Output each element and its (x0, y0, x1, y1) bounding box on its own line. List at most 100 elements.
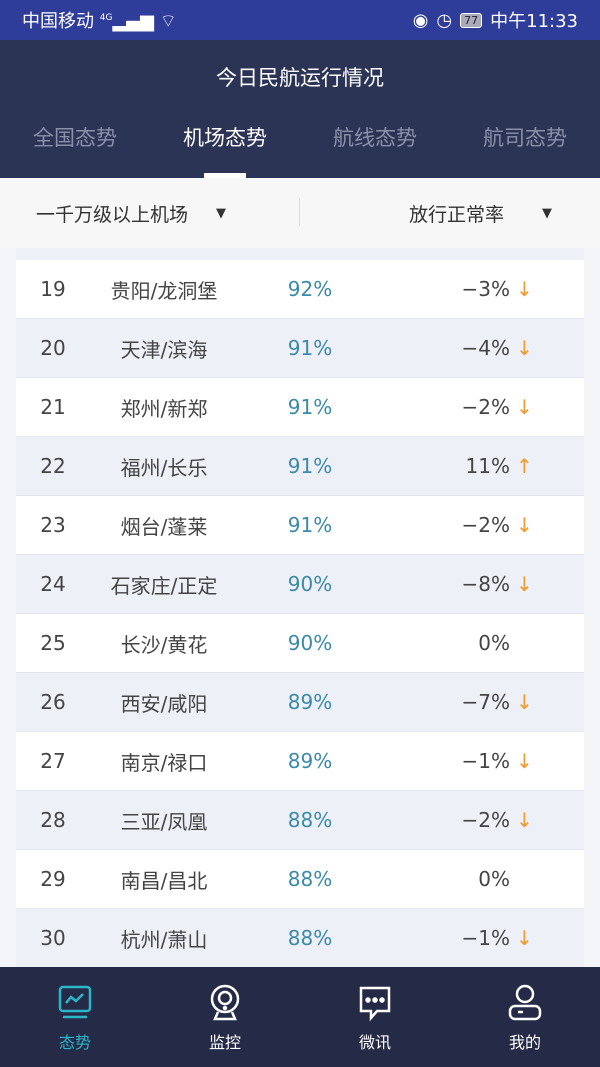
arrow-down-icon: ↓ (516, 572, 533, 596)
airport-name: 福州/长乐 (120, 455, 208, 480)
status-bar: 中国移动 4G▂▄▆ ⌔ ◉ ◷ 77 中午11:33 (0, 0, 600, 40)
arrow-up-icon: ↑ (516, 454, 533, 478)
rank: 22 (40, 454, 66, 478)
on-time-rate: 88% (287, 926, 333, 950)
rank: 23 (40, 513, 66, 537)
table-row[interactable]: 30 杭州/萧山 88% −1% ↓ (16, 909, 584, 967)
tab-airline[interactable]: 航司态势 (483, 126, 567, 150)
nav-monitor[interactable]: 监控 (150, 967, 300, 1067)
airport-name: 烟台/蓬莱 (120, 514, 208, 539)
alarm-icon: ◷ (436, 9, 453, 31)
airport-name: 长沙/黄花 (120, 632, 208, 657)
change-value: 0% (478, 867, 510, 891)
rank: 24 (40, 572, 66, 596)
divider (299, 198, 300, 226)
rank: 30 (40, 926, 66, 950)
signal-icon: ▂▄▆ (112, 11, 154, 32)
airport-name: 天津/滨海 (120, 337, 208, 362)
tab-route[interactable]: 航线态势 (333, 126, 417, 150)
table-row[interactable]: 28 三亚/凤凰 88% −2% ↓ (16, 791, 584, 850)
arrow-down-icon: ↓ (516, 513, 533, 537)
change-value: −1% (461, 749, 511, 773)
airport-name: 南昌/昌北 (120, 868, 208, 893)
table-row[interactable]: 26 西安/咸阳 89% −7% ↓ (16, 673, 584, 732)
on-time-rate: 89% (287, 749, 333, 773)
arrow-down-icon: ↓ (516, 926, 533, 950)
table-row[interactable]: 22 福州/长乐 91% 11% ↑ (16, 437, 584, 496)
battery-icon: 77 (460, 12, 483, 28)
chart-monitor-icon (58, 985, 92, 1019)
metric-label: 放行正常率 (408, 203, 504, 226)
tab-bar: 全国态势 机场态势 航线态势 航司态势 (0, 122, 600, 178)
page-title: 今日民航运行情况 (216, 66, 384, 90)
tab-airport[interactable]: 机场态势 (150, 122, 300, 178)
table-row[interactable]: 19 贵阳/龙洞堡 92% −3% ↓ (16, 260, 584, 319)
nav-situation[interactable]: 态势 (0, 967, 150, 1067)
bottom-nav: 态势 监控 微讯 我的 (0, 967, 600, 1067)
on-time-rate: 88% (287, 867, 333, 891)
category-dropdown[interactable]: 一千万级以上机场 ▼ (0, 200, 294, 227)
change-value: −2% (461, 513, 511, 537)
rank: 25 (40, 631, 66, 655)
carrier: 中国移动 (22, 11, 94, 32)
partial-row (16, 248, 584, 260)
rank: 21 (40, 395, 66, 419)
rank: 28 (40, 808, 66, 832)
table-row[interactable]: 25 长沙/黄花 90% 0% (16, 614, 584, 673)
arrow-down-icon: ↓ (516, 277, 533, 301)
nav-messages[interactable]: 微讯 (300, 967, 450, 1067)
on-time-rate: 92% (287, 277, 333, 301)
tab-national[interactable]: 全国态势 (33, 126, 117, 150)
on-time-rate: 88% (287, 808, 333, 832)
nav-profile[interactable]: 我的 (450, 967, 600, 1067)
chat-icon (359, 986, 391, 1022)
table-row[interactable]: 27 南京/禄口 89% −1% ↓ (16, 732, 584, 791)
airport-ranking-list[interactable]: 19 贵阳/龙洞堡 92% −3% ↓ 20 天津/滨海 91% −4% ↓ 21 … (16, 248, 584, 967)
on-time-rate: 90% (287, 631, 333, 655)
arrow-down-icon: ↓ (516, 336, 533, 360)
table-row[interactable]: 21 郑州/新郑 91% −2% ↓ (16, 378, 584, 437)
eye-icon: ◉ (412, 9, 429, 31)
airport-name: 石家庄/正定 (110, 573, 218, 598)
arrow-down-icon: ↓ (516, 808, 533, 832)
change-value: 0% (478, 631, 510, 655)
on-time-rate: 89% (287, 690, 333, 714)
table-row[interactable]: 20 天津/滨海 91% −4% ↓ (16, 319, 584, 378)
airport-name: 贵阳/龙洞堡 (110, 278, 218, 303)
caret-down-icon: ▼ (216, 205, 227, 221)
header: 今日民航运行情况 全国态势 机场态势 航线态势 航司态势 (0, 40, 600, 178)
change-value: −3% (461, 277, 511, 301)
wifi-icon: ⌔ (159, 11, 177, 32)
table-row[interactable]: 23 烟台/蓬莱 91% −2% ↓ (16, 496, 584, 555)
change-value: −7% (461, 690, 511, 714)
on-time-rate: 91% (287, 513, 333, 537)
rank: 20 (40, 336, 66, 360)
change-value: −2% (461, 395, 511, 419)
nav-label: 态势 (58, 1033, 91, 1052)
change-value: −4% (461, 336, 511, 360)
clock: 中午11:33 (490, 11, 578, 32)
change-value: −8% (461, 572, 511, 596)
filter-bar: 一千万级以上机场 ▼ 放行正常率 ▼ (0, 178, 600, 248)
metric-dropdown[interactable]: 放行正常率 ▼ (294, 200, 600, 227)
nav-label: 监控 (208, 1033, 241, 1052)
table-row[interactable]: 29 南昌/昌北 88% 0% (16, 850, 584, 909)
airport-name: 杭州/萧山 (120, 927, 208, 952)
category-label: 一千万级以上机场 (36, 203, 189, 226)
on-time-rate: 91% (287, 395, 333, 419)
rank: 26 (40, 690, 66, 714)
airport-name: 郑州/新郑 (120, 396, 208, 421)
change-value: 11% (465, 454, 510, 478)
rank: 29 (40, 867, 66, 891)
table-row[interactable]: 24 石家庄/正定 90% −8% ↓ (16, 555, 584, 614)
user-icon (508, 984, 542, 1021)
rank: 27 (40, 749, 66, 773)
nav-label: 我的 (508, 1033, 541, 1052)
airport-name: 三亚/凤凰 (120, 809, 208, 834)
change-value: −1% (461, 926, 511, 950)
rank: 19 (40, 277, 66, 301)
network-type: 4G (99, 13, 113, 23)
arrow-down-icon: ↓ (516, 690, 533, 714)
arrow-down-icon: ↓ (516, 749, 533, 773)
airport-name: 南京/禄口 (120, 750, 208, 775)
